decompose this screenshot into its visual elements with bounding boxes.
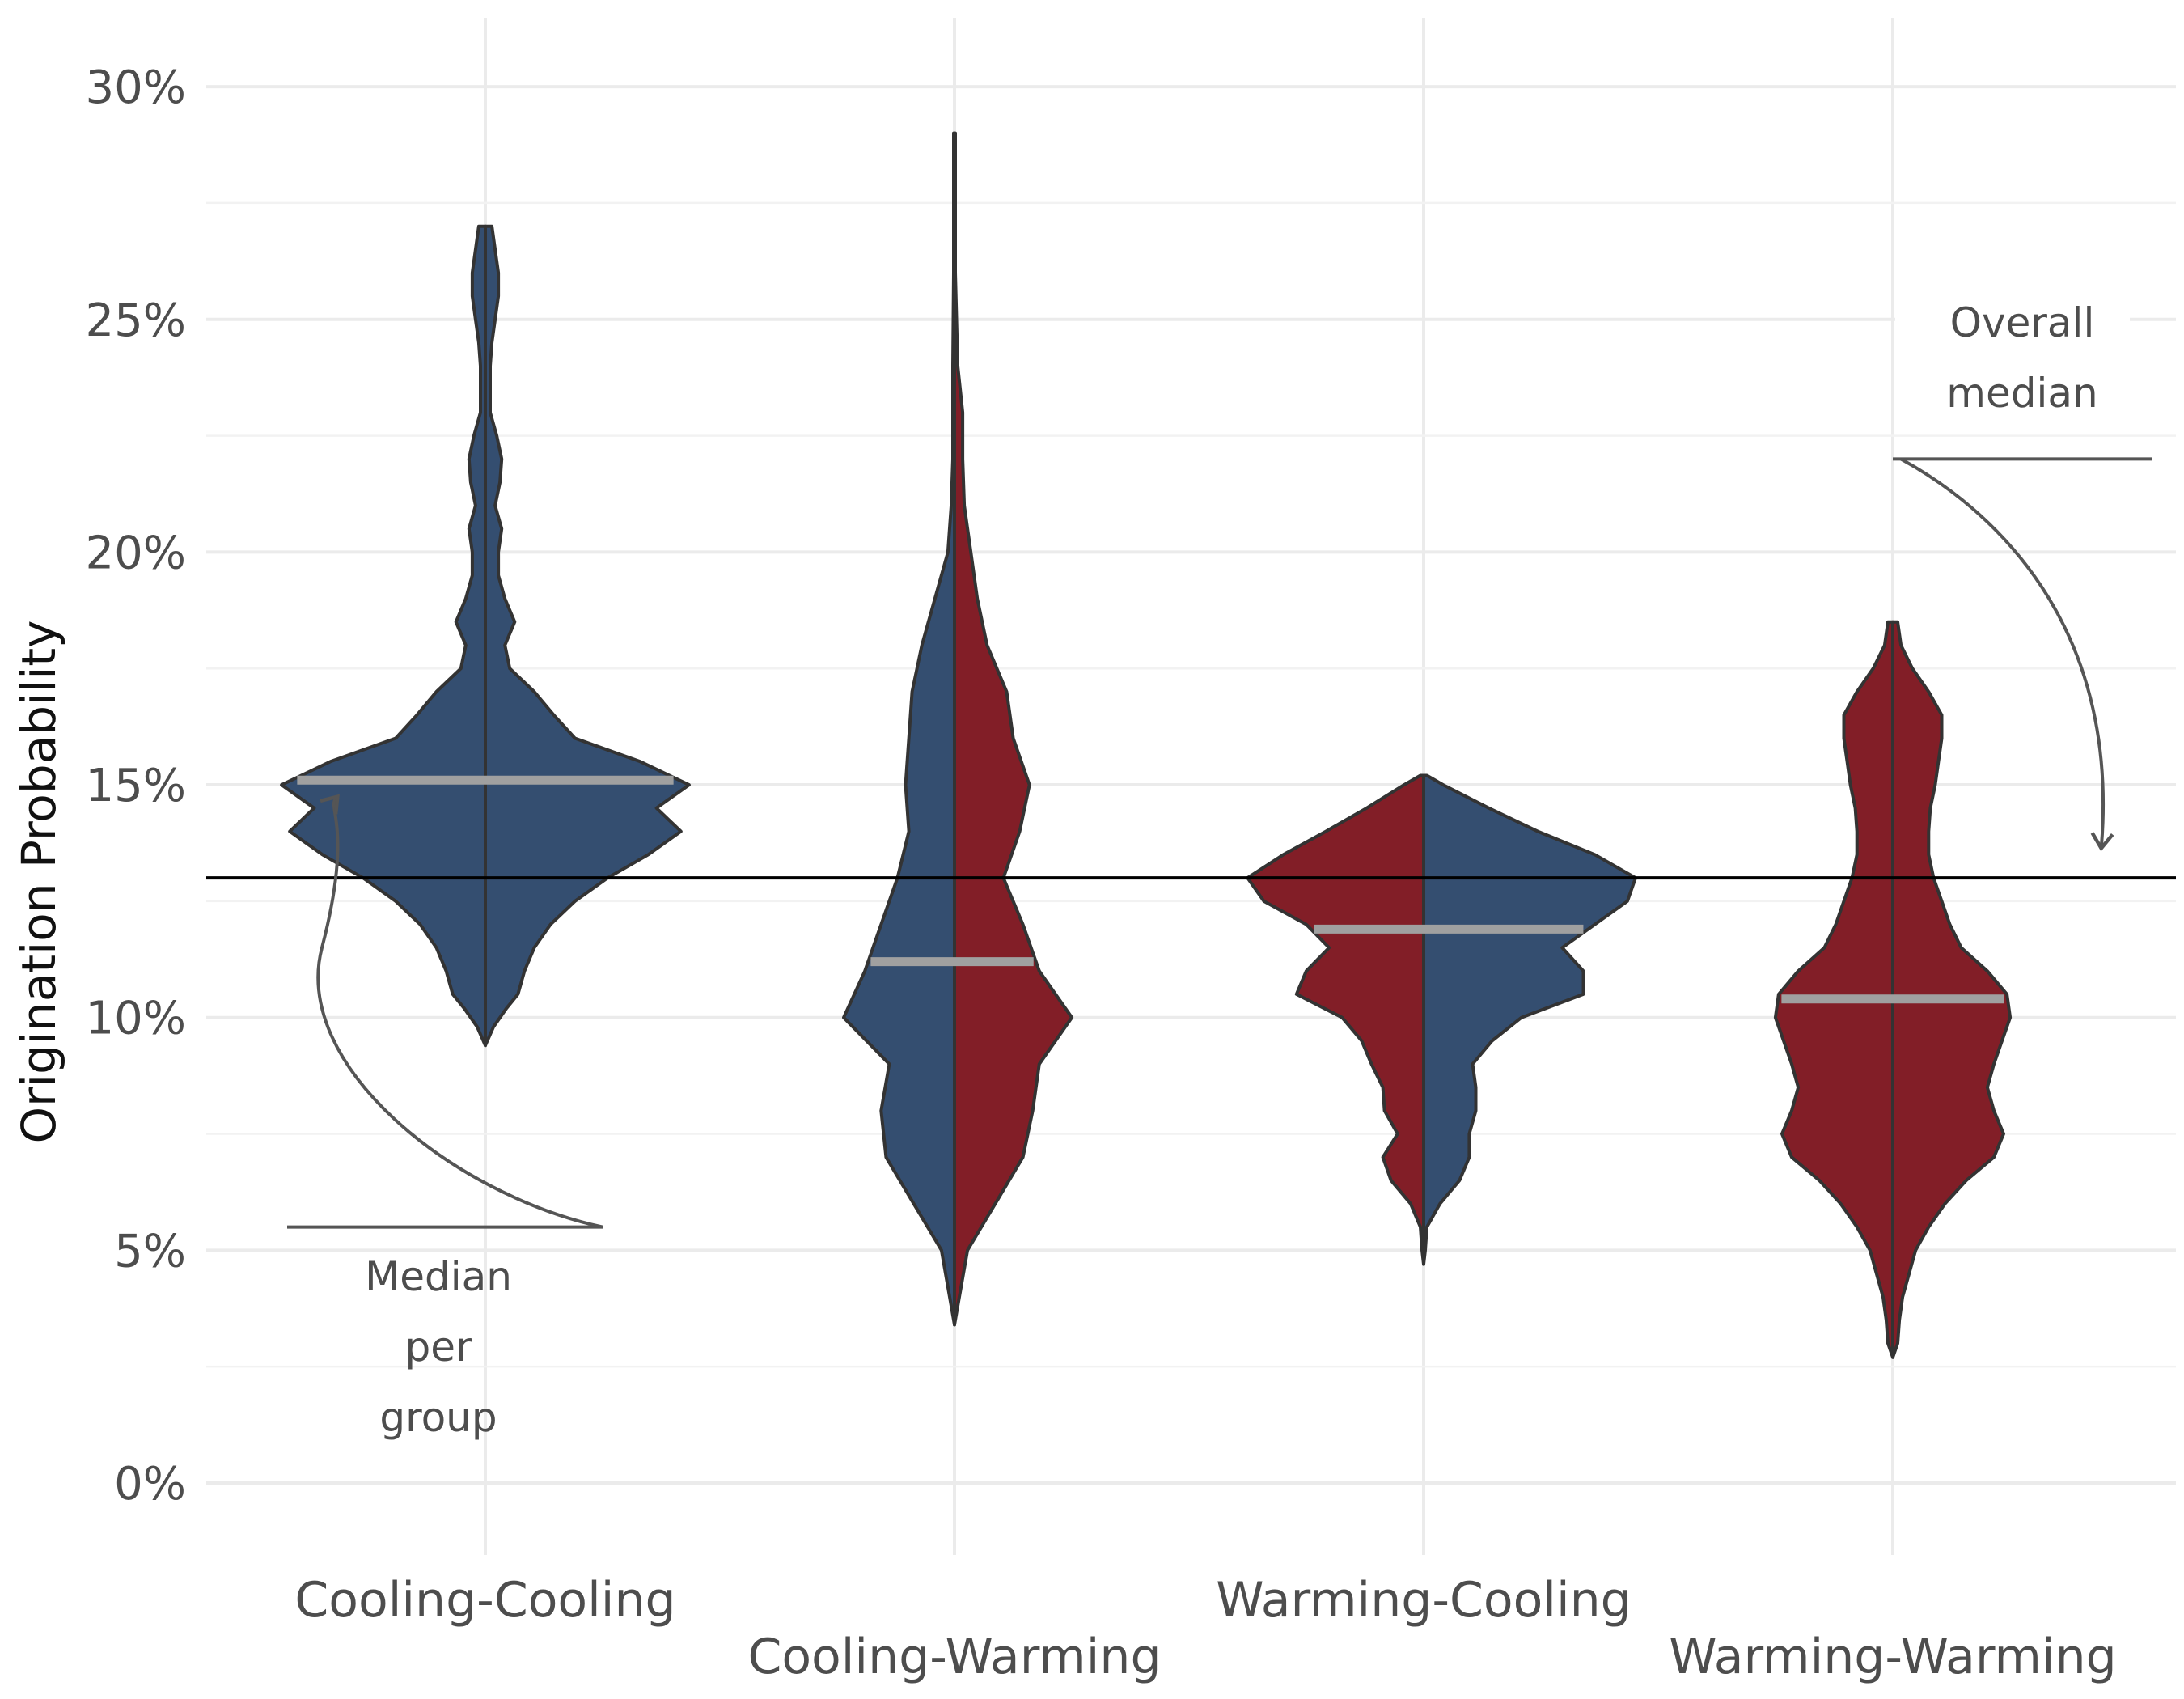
violin-left-half [280,224,487,1048]
annotations: Median per group Overall median [287,271,2152,1441]
x-category-label: Cooling-Cooling [294,1572,675,1629]
violin-left-half [842,131,956,1327]
annotation-label-background [1895,271,2130,429]
annotation-text: median [1946,370,2097,417]
violin-right-half [484,224,691,1048]
y-axis-title: Origination Probability [11,621,66,1144]
violin-cooling-warming [842,131,1074,1327]
violin-right-half [1891,620,2013,1359]
y-tick-label: 0% [114,1458,186,1510]
annotation-text: Median [365,1253,512,1300]
y-tick-label: 5% [114,1225,186,1277]
violin-right-half [1422,773,1637,1266]
annotation-arrow [316,794,603,1229]
annotation-arrow [1900,457,2114,852]
violins [280,131,2013,1359]
y-tick-label: 20% [86,527,186,579]
violin-left-half [1773,620,1894,1359]
x-category-label: Warming-Warming [1669,1629,2116,1685]
violin-warming-warming [1773,620,2013,1359]
y-tick-label: 10% [86,993,186,1045]
violin-left-half [1246,773,1425,1266]
violin-warming-cooling [1246,773,1637,1266]
y-tick-label: 25% [86,294,186,347]
y-tick-label: 15% [86,760,186,812]
violin-right-half [953,131,1074,1327]
y-axis-ticks: 0% 5% 10% 15% 20% 25% 30% [86,61,186,1510]
x-category-label: Cooling-Warming [747,1629,1161,1685]
x-category-label: Warming-Cooling [1216,1572,1632,1629]
annotation-text: group [379,1394,497,1441]
violin-cooling-cooling [280,224,691,1048]
annotation-text: Overall [1950,299,2095,346]
annotation-text: per [404,1324,472,1371]
x-axis-labels: Cooling-Cooling Cooling-Warming Warming-Co… [294,1572,2116,1685]
y-tick-label: 30% [86,61,186,114]
